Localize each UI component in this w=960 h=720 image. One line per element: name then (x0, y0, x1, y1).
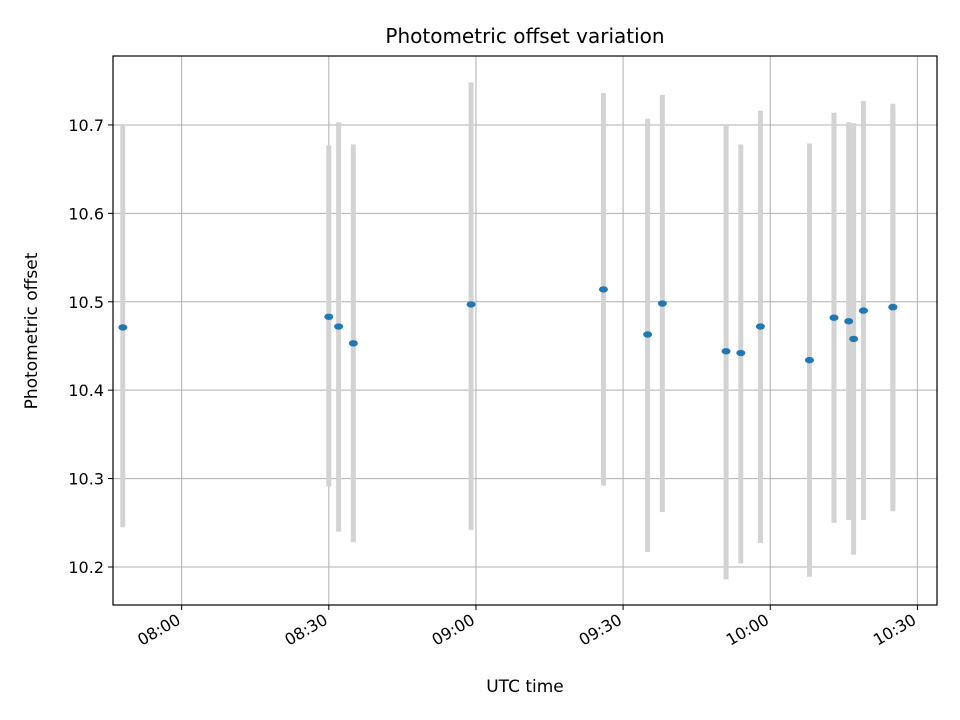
data-point (118, 324, 128, 331)
x-axis-label: UTC time (486, 677, 564, 697)
data-points (118, 286, 898, 364)
data-point (829, 314, 839, 321)
data-point (598, 286, 608, 293)
data-point (804, 356, 814, 364)
data-point (324, 313, 334, 320)
data-point (348, 340, 358, 347)
data-point (844, 318, 854, 325)
y-tick-label: 10.6 (68, 204, 104, 223)
data-point (858, 307, 868, 314)
data-point (888, 303, 898, 311)
data-point (643, 331, 653, 338)
data-point (849, 335, 859, 343)
y-tick-label: 10.7 (68, 116, 104, 135)
y-tick-label: 10.4 (68, 381, 104, 400)
data-point (736, 349, 746, 357)
y-axis-label: Photometric offset (22, 252, 42, 409)
data-point (721, 348, 731, 355)
data-point (657, 300, 667, 307)
plot-area-frame (112, 55, 938, 606)
y-tick-label: 10.2 (68, 558, 104, 577)
data-point (466, 301, 476, 308)
chart-title: Photometric offset variation (385, 24, 664, 48)
y-tick-label: 10.3 (68, 470, 104, 489)
data-point (334, 323, 344, 330)
data-point (755, 323, 765, 330)
y-tick-label: 10.5 (68, 293, 104, 312)
grid (113, 56, 937, 605)
